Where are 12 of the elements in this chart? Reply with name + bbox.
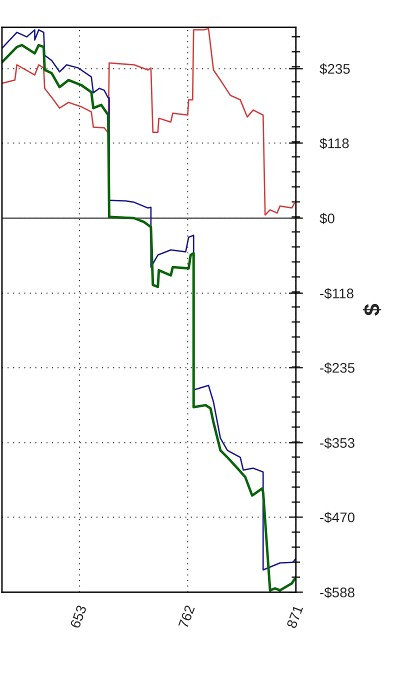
x-tick-label: 653 [70, 604, 87, 629]
x-tick-label: 762 [178, 604, 195, 629]
y-tick-label: $118 [320, 138, 349, 150]
y-tick-label: $235 [320, 63, 350, 75]
y-axis-title: $ [362, 304, 382, 316]
y-tick-label: $0 [320, 212, 334, 224]
x-tick-label: 871 [286, 604, 304, 629]
y-tick-label: -$118 [320, 288, 354, 300]
y-tick-label: -$235 [320, 362, 354, 374]
y-tick-label: -$588 [320, 586, 354, 598]
y-tick-label: -$470 [320, 512, 354, 524]
y-tick-label: -$353 [320, 437, 354, 449]
